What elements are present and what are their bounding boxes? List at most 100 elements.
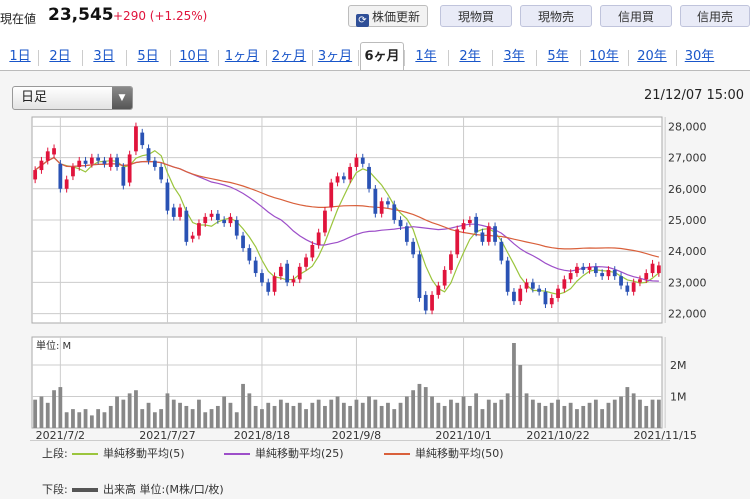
candle-body	[234, 220, 239, 236]
tab-period-0[interactable]: 1日	[9, 49, 31, 64]
ma25-line-swatch	[224, 453, 250, 455]
volume-bar	[449, 399, 453, 428]
candle-body	[215, 213, 220, 220]
volume-bar	[64, 412, 69, 428]
current-price-label: 現在値	[0, 12, 37, 26]
tab-period-10[interactable]: 2年	[459, 49, 481, 64]
tab-period-12[interactable]: 5年	[547, 49, 569, 64]
current-price: 23,545	[48, 5, 114, 25]
volume-bar	[165, 393, 170, 428]
volume-bar	[316, 399, 321, 428]
tab-period-2[interactable]: 3日	[93, 49, 115, 64]
candle-body	[587, 266, 592, 270]
margin-buy-button[interactable]: 信用買	[600, 5, 672, 27]
refresh-icon: ⟳	[355, 14, 369, 27]
volume-bar	[33, 399, 38, 428]
candle-body	[241, 235, 245, 249]
volume-bar	[524, 393, 529, 428]
candle-body	[606, 269, 611, 277]
tab-period-9[interactable]: 1年	[415, 49, 437, 64]
volume-bar	[650, 399, 655, 428]
candle-body	[329, 182, 334, 208]
price-change: +290 (+1.25%)	[113, 9, 208, 23]
volume-bar	[549, 402, 554, 428]
tab-period-14[interactable]: 20年	[637, 49, 667, 64]
tab-period-7[interactable]: 3ヶ月	[317, 49, 353, 64]
volume-bar	[480, 409, 485, 428]
candle-type-select[interactable]: 日足 ▼	[12, 86, 133, 110]
tab-period-8[interactable]: 6ヶ月	[360, 42, 404, 71]
candle-body	[297, 266, 302, 280]
candle-body	[524, 282, 529, 289]
candle-body	[638, 279, 642, 283]
candle-body	[493, 226, 497, 242]
volume-bar	[436, 402, 441, 428]
tab-separator	[266, 50, 267, 66]
candle-body	[228, 216, 233, 224]
volume-bar	[58, 387, 63, 428]
tab-separator	[536, 50, 537, 66]
volume-bar	[423, 387, 428, 428]
volume-bar	[215, 405, 220, 428]
volume-swatch	[72, 488, 98, 492]
candle-body	[379, 201, 384, 214]
candle-body	[354, 157, 359, 167]
volume-bar	[512, 343, 516, 428]
dropdown-arrow-icon: ▼	[112, 87, 132, 109]
tab-period-3[interactable]: 5日	[137, 49, 159, 64]
candle-body	[45, 151, 50, 161]
ma-line-50	[34, 156, 660, 258]
volume-bar	[619, 396, 623, 428]
volume-bar	[115, 396, 119, 428]
volume-bar	[341, 402, 346, 428]
candle-body	[411, 241, 416, 255]
cash-buy-button[interactable]: 現物買	[440, 5, 512, 27]
volume-bar	[398, 402, 403, 428]
candle-body	[543, 291, 548, 305]
volume-unit-label: 単位: M	[36, 339, 71, 352]
volume-bar	[323, 405, 327, 428]
volume-bar	[467, 405, 472, 428]
tab-period-6[interactable]: 2ヶ月	[271, 49, 307, 64]
candle-body	[209, 213, 214, 217]
tab-separator	[38, 50, 39, 66]
tab-period-13[interactable]: 10年	[589, 49, 619, 64]
legend-ma50: 単純移動平均(50)	[376, 445, 504, 461]
volume-bar	[575, 409, 579, 428]
volume-bar	[39, 396, 44, 428]
candle-body	[335, 176, 340, 183]
candle-body	[102, 160, 107, 164]
tab-period-1[interactable]: 2日	[49, 49, 71, 64]
volume-bar	[631, 393, 636, 428]
volume-bar	[518, 365, 523, 428]
price-tick-label: 26,000	[668, 183, 707, 196]
volume-bar	[234, 412, 239, 428]
candle-body	[171, 207, 176, 217]
candle-body	[64, 179, 69, 189]
tab-separator	[170, 50, 171, 66]
cash-sell-button[interactable]: 現物売	[520, 5, 592, 27]
tab-period-5[interactable]: 1ヶ月	[224, 49, 260, 64]
candle-body	[33, 170, 38, 180]
volume-bar	[581, 405, 586, 428]
candle-body	[272, 276, 277, 292]
volume-bar	[612, 399, 617, 428]
candle-body	[291, 279, 296, 283]
volume-bar	[493, 402, 497, 428]
margin-sell-button[interactable]: 信用売	[680, 5, 750, 27]
legend-top-label: 上段:	[42, 447, 68, 460]
tab-period-11[interactable]: 3年	[503, 49, 525, 64]
x-tick-label: 2021/10/1	[435, 429, 491, 442]
volume-bar	[89, 415, 94, 428]
volume-bar	[442, 405, 447, 428]
volume-bar	[348, 405, 353, 428]
volume-bar	[184, 405, 189, 428]
volume-bar	[197, 399, 201, 428]
tab-period-4[interactable]: 10日	[179, 49, 209, 64]
candle-body	[537, 288, 542, 292]
candle-body	[556, 288, 560, 299]
update-price-button[interactable]: ⟳ 株価更新	[348, 5, 428, 27]
candle-body	[323, 210, 327, 233]
tab-separator	[358, 50, 359, 66]
tab-period-15[interactable]: 30年	[684, 49, 715, 64]
